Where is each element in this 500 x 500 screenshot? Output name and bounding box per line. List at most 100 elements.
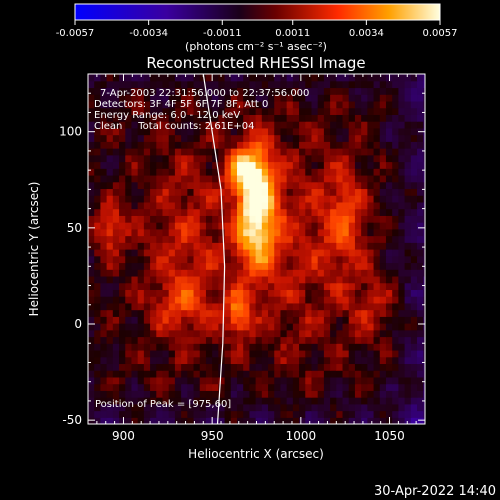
heatmap-cell <box>224 363 232 371</box>
heatmap-cell <box>336 370 344 378</box>
heatmap-cell <box>119 329 126 338</box>
heatmap-cell <box>243 114 251 122</box>
heatmap-cell <box>212 87 219 95</box>
heatmap-cell <box>311 215 319 223</box>
heatmap-cell <box>100 121 108 129</box>
heatmap-cell <box>417 94 424 102</box>
heatmap-cell <box>224 235 232 243</box>
heatmap-cell <box>385 397 393 405</box>
heatmap-cell <box>125 161 133 169</box>
heatmap-cell <box>88 269 95 277</box>
heatmap-cell <box>249 410 257 418</box>
heatmap-cell <box>398 201 406 210</box>
heatmap-cell <box>181 181 188 190</box>
heatmap-cell <box>286 127 294 136</box>
heatmap-cell <box>106 74 114 82</box>
heatmap-cell <box>236 148 244 156</box>
heatmap-cell <box>292 107 300 115</box>
heatmap-cell <box>392 148 399 156</box>
heatmap-cell <box>199 255 207 264</box>
heatmap-cell <box>299 376 306 385</box>
heatmap-cell <box>249 121 257 129</box>
colorbar <box>74 3 441 21</box>
heatmap-cell <box>398 316 406 324</box>
heatmap-cell <box>100 188 108 196</box>
heatmap-cell <box>255 376 263 385</box>
heatmap-cell <box>286 383 294 391</box>
heatmap-cell <box>348 74 356 82</box>
heatmap-cell <box>317 201 325 210</box>
heatmap-cell <box>423 154 425 163</box>
heatmap-cell <box>330 417 337 424</box>
heatmap-cell <box>317 87 325 95</box>
heatmap-cell <box>137 134 145 142</box>
heatmap-cell <box>125 262 133 270</box>
heatmap-cell <box>361 363 368 371</box>
heatmap-cell <box>193 302 201 311</box>
heatmap-cell <box>205 262 213 270</box>
heatmap-cell <box>268 370 275 378</box>
heatmap-cell <box>268 329 275 338</box>
heatmap-cell <box>367 255 375 264</box>
heatmap-cell <box>230 390 238 398</box>
heatmap-cell <box>385 329 393 338</box>
heatmap-cell <box>224 141 232 149</box>
heatmap-cell <box>88 141 95 149</box>
heatmap-cell <box>286 282 294 290</box>
heatmap-cell <box>119 195 126 203</box>
heatmap-cell <box>156 80 164 89</box>
heatmap-cell <box>168 87 176 95</box>
heatmap-cell <box>261 296 269 304</box>
heatmap-cell <box>137 269 145 277</box>
heatmap-cell <box>410 269 418 277</box>
heatmap-cell <box>417 195 424 203</box>
heatmap-cell <box>236 417 244 424</box>
heatmap-cell <box>361 74 368 82</box>
heatmap-cell <box>119 370 126 378</box>
heatmap-cell <box>317 80 325 89</box>
heatmap-cell <box>243 188 251 196</box>
heatmap-cell <box>311 188 319 196</box>
heatmap-cell <box>392 336 399 344</box>
heatmap-cell <box>268 228 275 237</box>
heatmap-cell <box>131 316 139 324</box>
heatmap-cell <box>162 208 170 216</box>
heatmap-cell <box>218 127 226 136</box>
heatmap-cell <box>137 363 145 371</box>
heatmap-cell <box>100 282 108 290</box>
heatmap-cell <box>348 114 356 122</box>
heatmap-cell <box>119 255 126 264</box>
heatmap-cell <box>224 349 232 358</box>
heatmap-cell <box>336 127 344 136</box>
heatmap-cell <box>199 181 207 190</box>
heatmap-cell <box>423 255 425 264</box>
heatmap-cell <box>187 94 195 102</box>
heatmap-cell <box>336 235 344 243</box>
heatmap-cell <box>212 309 219 317</box>
heatmap-cell <box>224 329 232 338</box>
heatmap-cell <box>168 114 176 122</box>
heatmap-cell <box>417 87 424 95</box>
heatmap-cell <box>94 114 102 122</box>
heatmap-cell <box>168 242 176 250</box>
heatmap-cell <box>131 228 139 237</box>
heatmap-cell <box>156 215 164 223</box>
heatmap-cell <box>392 154 399 163</box>
heatmap-cell <box>373 336 381 344</box>
heatmap-cell <box>199 356 207 365</box>
heatmap-cell <box>218 316 226 324</box>
heatmap-cell <box>187 228 195 237</box>
heatmap-cell <box>174 343 182 351</box>
heatmap-cell <box>150 228 157 237</box>
heatmap-cell <box>255 383 263 391</box>
heatmap-cell <box>205 148 213 156</box>
heatmap-cell <box>168 80 176 89</box>
heatmap-cell <box>379 262 387 270</box>
heatmap-cell <box>373 309 381 317</box>
heatmap-cell <box>261 195 269 203</box>
heatmap-cell <box>243 282 251 290</box>
heatmap-cell <box>292 94 300 102</box>
heatmap-cell <box>379 255 387 264</box>
heatmap-cell <box>342 410 350 418</box>
heatmap-cell <box>274 302 282 311</box>
